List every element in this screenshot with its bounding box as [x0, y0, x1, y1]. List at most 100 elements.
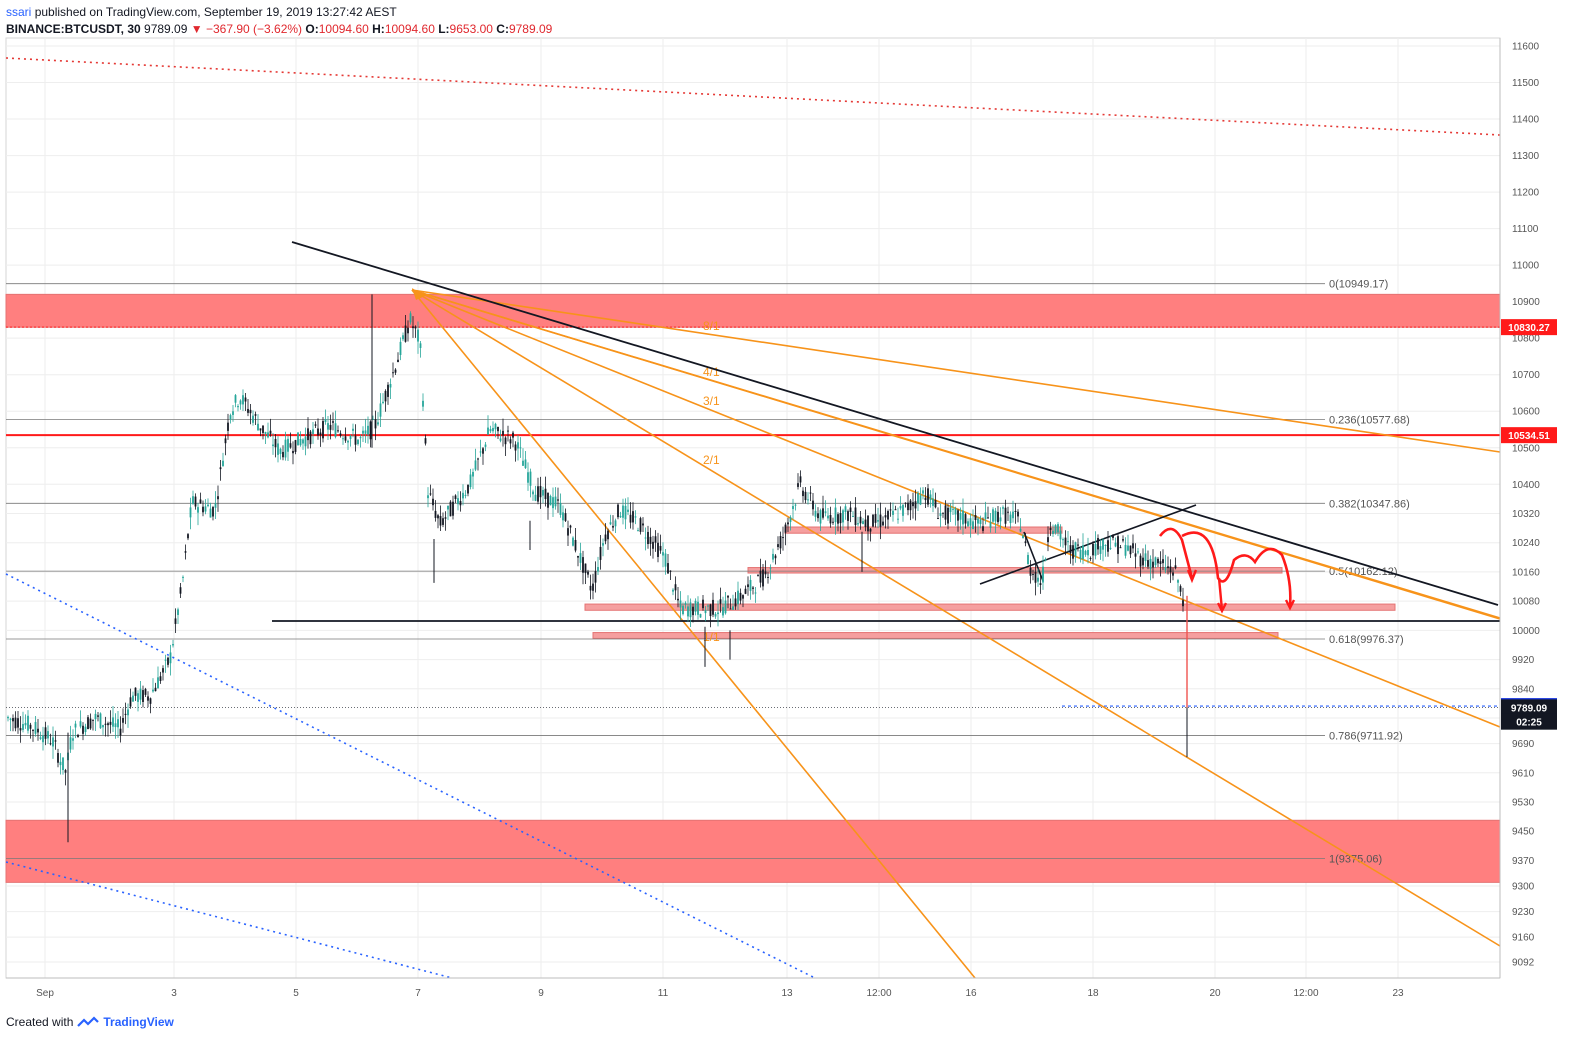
candle-body: [849, 507, 852, 513]
candle-body: [1102, 539, 1104, 550]
candle-body: [757, 575, 759, 577]
price-tag-label: 10830.27: [1508, 323, 1550, 334]
candle-body: [719, 599, 722, 604]
candle-body: [557, 499, 559, 501]
candle-body: [1004, 507, 1007, 524]
candle-body: [877, 520, 879, 522]
candle-body: [642, 523, 644, 526]
candle-body: [1182, 600, 1184, 607]
fan-ratio-label: 4/1: [703, 365, 720, 379]
candle-body: [149, 698, 152, 704]
candle-body: [227, 422, 229, 431]
candle-body: [404, 325, 407, 342]
overlay-drawings: [412, 288, 1296, 614]
candle-body: [1142, 557, 1144, 566]
price-tag-bg: [1501, 319, 1557, 336]
candle-body: [1152, 561, 1154, 568]
candle-body: [977, 518, 979, 524]
candle-body: [337, 430, 339, 432]
candle-body: [712, 599, 714, 615]
close-value: 9789.09: [508, 22, 553, 36]
candle-body: [567, 528, 569, 536]
candle-body: [869, 528, 872, 532]
candle-body: [454, 495, 457, 500]
candle-body: [807, 499, 809, 501]
candle-body: [472, 471, 474, 477]
candle-body: [22, 724, 24, 730]
candle-body: [632, 511, 634, 523]
candle-body: [269, 430, 272, 434]
candle-body: [949, 507, 952, 513]
candle-body: [697, 601, 699, 615]
price-tick-label: 10000: [1512, 626, 1540, 637]
candle-body: [782, 537, 784, 539]
candle-body: [779, 536, 782, 549]
candle-body: [922, 490, 924, 494]
candle-body: [374, 419, 377, 429]
candle-body: [592, 583, 594, 591]
candle-body: [1122, 539, 1124, 541]
candle-body: [514, 444, 517, 451]
candle-body: [394, 369, 397, 373]
candle-body: [939, 513, 942, 517]
candle-body: [637, 530, 639, 532]
candle-body: [409, 313, 412, 323]
candle-body: [819, 510, 822, 524]
candle-body: [142, 690, 144, 702]
candle-body: [837, 514, 839, 524]
price-change: ▼ −367.90 (−3.62%): [190, 22, 303, 36]
candle-body: [777, 544, 779, 548]
price-tick-label: 11600: [1512, 42, 1540, 53]
candle-body: [644, 537, 647, 539]
candle-body: [44, 727, 47, 739]
candle-body: [992, 509, 994, 522]
candle-body: [194, 496, 197, 507]
candle-body: [904, 502, 907, 504]
candle-body: [484, 444, 487, 447]
candle-body: [344, 436, 347, 441]
candle-body: [1104, 544, 1107, 546]
price-tick-label: 10500: [1512, 443, 1540, 454]
candle-body: [314, 424, 317, 426]
candle-body: [282, 451, 284, 458]
time-tick-label: 3: [171, 988, 177, 999]
candle-body: [677, 598, 679, 601]
candle-body: [937, 518, 939, 520]
candle-body: [649, 536, 652, 544]
candle-body: [707, 605, 709, 607]
candle-body: [19, 728, 22, 731]
candle-body: [1117, 536, 1119, 555]
candle-body: [59, 761, 62, 766]
candle-body: [1074, 542, 1077, 557]
candle-body: [579, 553, 582, 563]
candle-body: [554, 496, 557, 507]
candle-body: [1069, 545, 1072, 554]
candle-body: [69, 737, 72, 750]
candle-body: [1084, 550, 1087, 555]
candle-body: [689, 602, 692, 618]
candle-body: [87, 717, 89, 730]
candle-body: [112, 717, 114, 727]
candle-body: [574, 539, 577, 551]
candle-body: [177, 609, 179, 615]
candle-body: [127, 709, 129, 716]
blue-dotted-trendline: [5, 861, 453, 979]
support-box: [584, 603, 1396, 611]
candle-body: [704, 609, 707, 614]
candle-body: [907, 502, 909, 511]
candle-body: [399, 341, 402, 355]
candle-body: [134, 687, 137, 696]
author-link[interactable]: ssari: [6, 5, 32, 19]
fan-origin-marker: [412, 288, 425, 300]
candle-body: [379, 403, 382, 417]
candle-body: [547, 492, 549, 508]
price-tag-label: 10534.51: [1508, 431, 1550, 442]
candle-body: [407, 327, 409, 334]
candle-body: [414, 326, 417, 329]
price-axis: 11600 11500 11400 11300 11200 11100 11000 10900…: [1499, 38, 1540, 978]
candle-body: [1159, 561, 1162, 564]
candle-body: [467, 484, 469, 494]
tradingview-brand[interactable]: TradingView: [103, 1015, 174, 1029]
candle-body: [1012, 511, 1014, 519]
